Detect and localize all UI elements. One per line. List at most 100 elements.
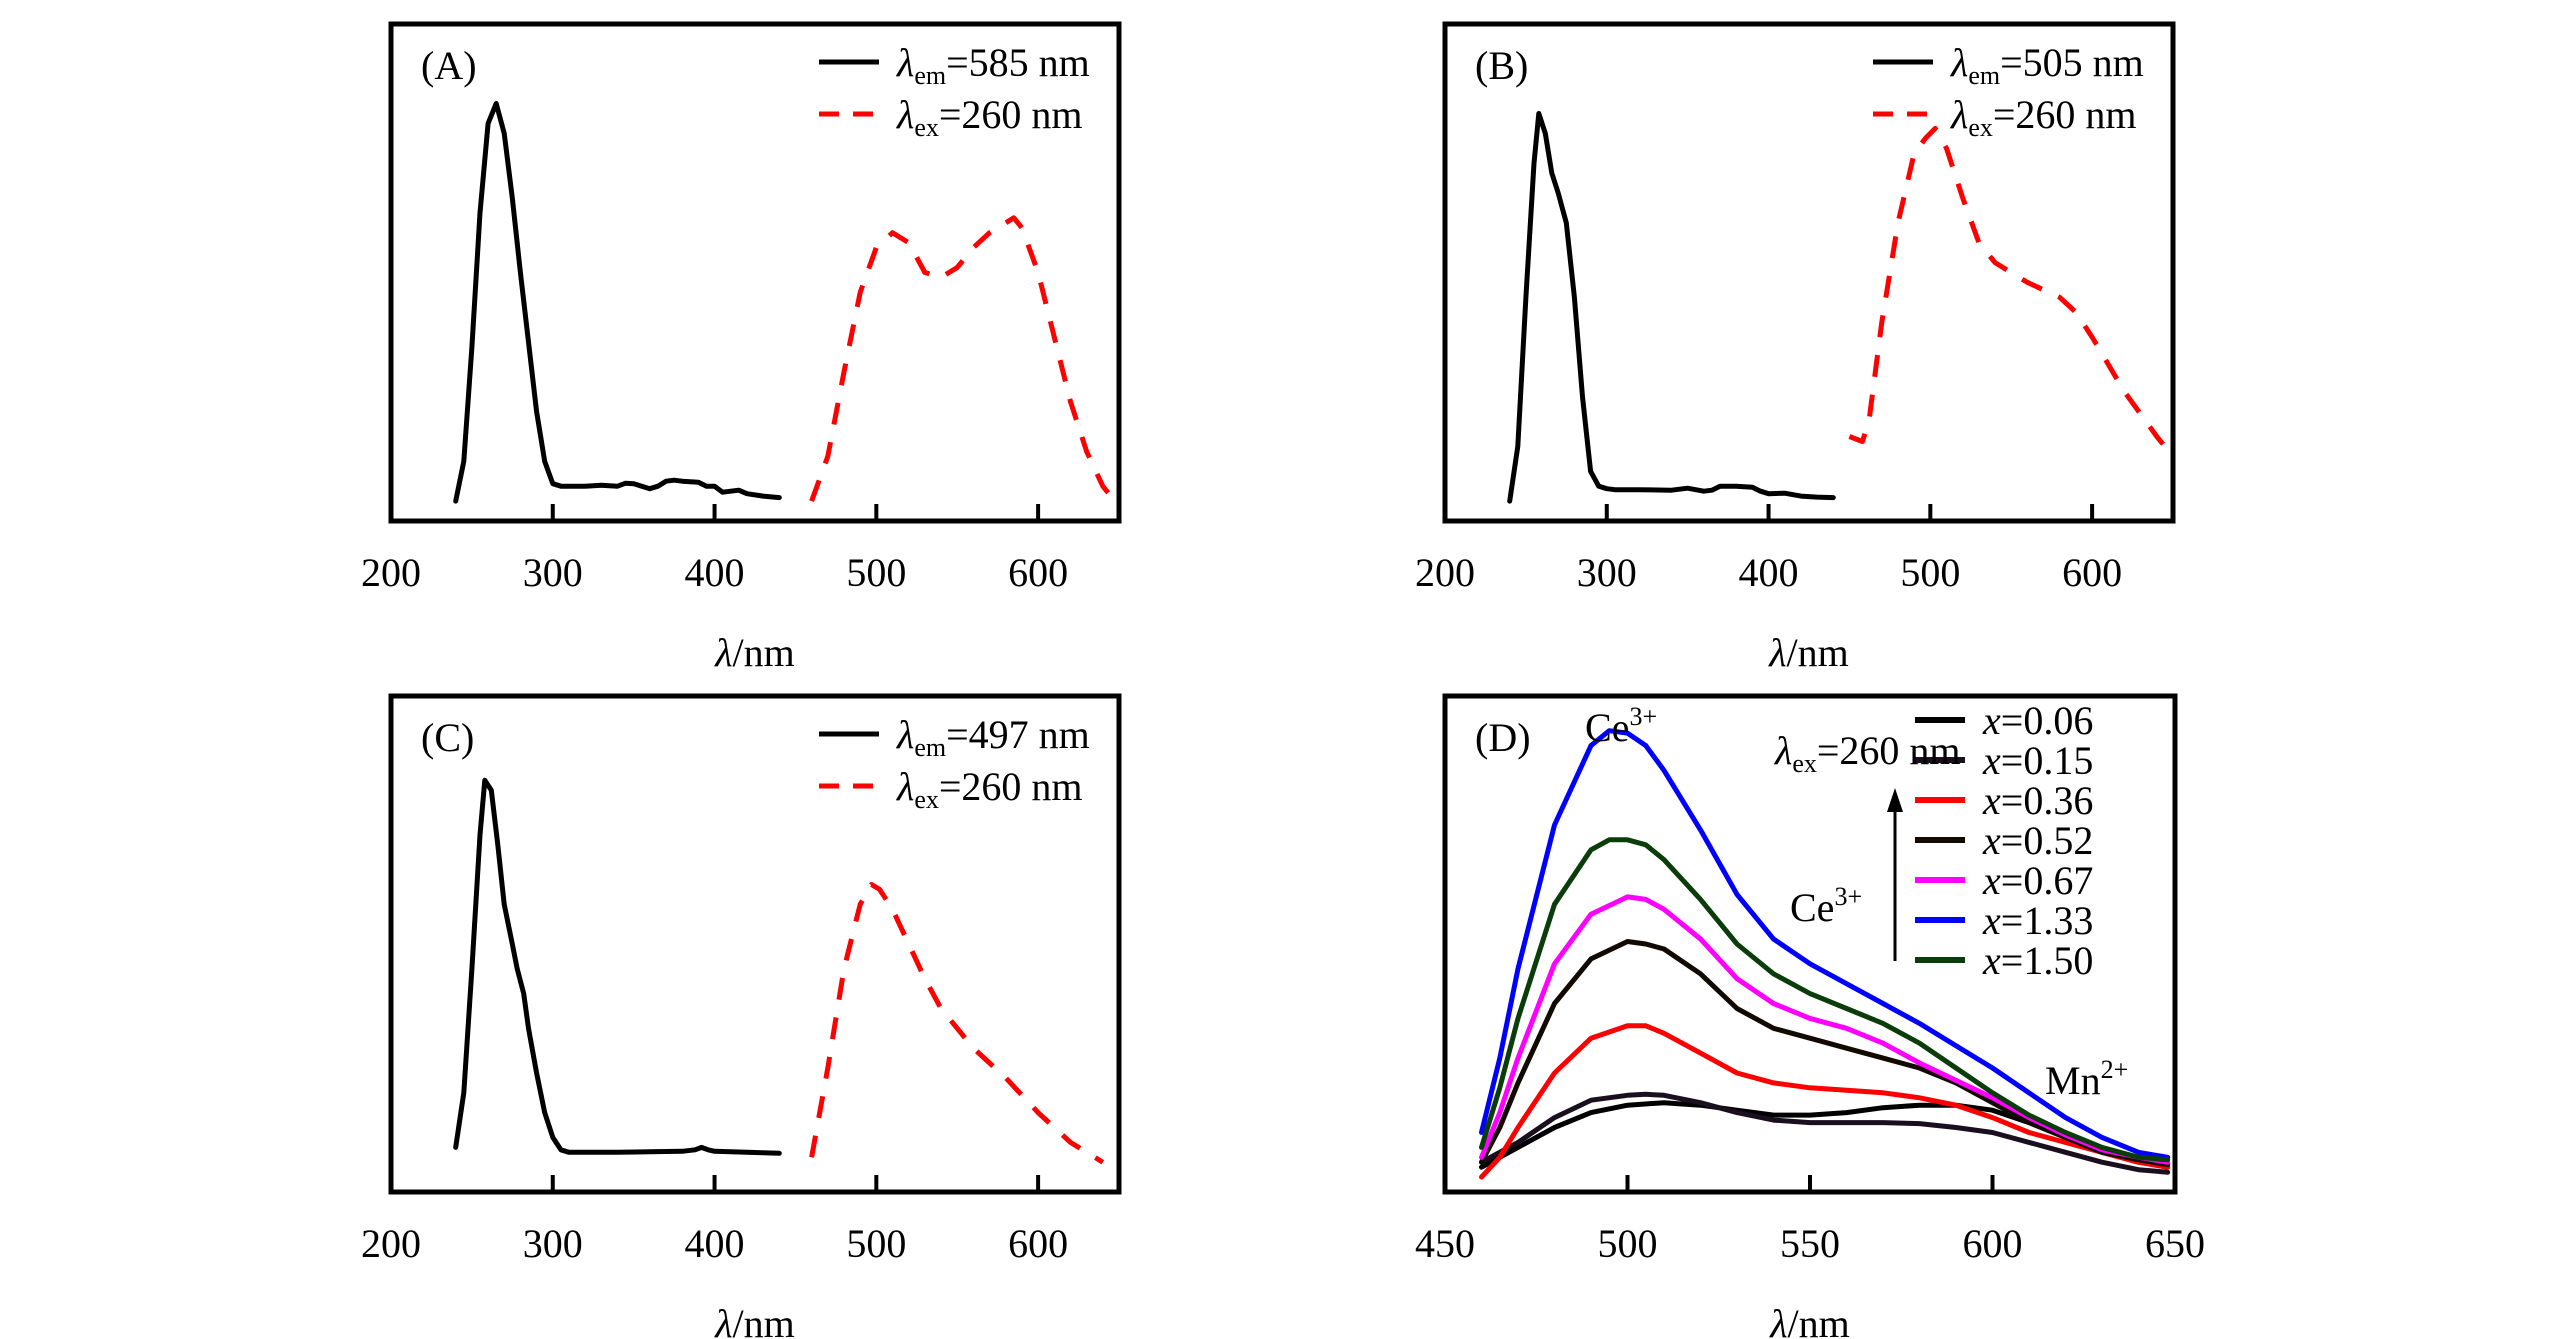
- annotation-main: Mn: [2045, 1058, 2101, 1103]
- x-axis-title-symbol: λ: [714, 1301, 732, 1339]
- x-tick-label: 200: [1415, 550, 1475, 595]
- x-tick-label: 400: [685, 550, 745, 595]
- legend-value: =260 nm: [1993, 92, 2137, 137]
- legend-label: λex=260 nm: [1950, 92, 2137, 142]
- x-axis-title: λ/nm: [714, 1301, 795, 1339]
- x-tick-label: 400: [1739, 550, 1799, 595]
- series-line-a-1: [809, 215, 1121, 508]
- x-axis-title-unit: /nm: [1788, 1301, 1850, 1339]
- x-tick-label: 600: [1008, 1221, 1068, 1266]
- legend-label: x=0.36: [1982, 778, 2093, 823]
- x-tick-label: 200: [361, 1221, 421, 1266]
- legend-label: λem=585 nm: [896, 40, 1090, 90]
- x-tick-label: 300: [1577, 550, 1637, 595]
- legend-symbol: λ: [1950, 92, 1968, 137]
- series-line-c-1: [809, 882, 1105, 1165]
- series-line-d-6: [1479, 837, 2171, 1163]
- legend-value: =0.06: [2001, 698, 2094, 743]
- x-tick-label: 600: [1008, 550, 1068, 595]
- legend-value: =0.15: [2001, 738, 2094, 783]
- annotation-value: =260 nm: [1817, 728, 1961, 773]
- legend-label: x=0.67: [1982, 858, 2093, 903]
- legend-label: x=1.33: [1982, 898, 2093, 943]
- x-tick-label: 650: [2145, 1221, 2205, 1266]
- x-axis-title-unit: /nm: [1787, 630, 1849, 675]
- legend-label: x=1.50: [1982, 938, 2093, 983]
- x-tick-label: 500: [1900, 550, 1960, 595]
- plot-frame: [388, 21, 1122, 524]
- legend-subscript: em: [914, 61, 946, 90]
- series-line-d-3: [1479, 939, 2171, 1168]
- legend-variable: x: [1982, 898, 2001, 943]
- legend-label: x=0.52: [1982, 818, 2093, 863]
- x-tick-label: 500: [846, 1221, 906, 1266]
- annotation-mn: Mn2+: [2045, 1055, 2128, 1103]
- legend-label: λem=497 nm: [896, 712, 1090, 762]
- x-axis-title: λ/nm: [714, 630, 795, 675]
- series-line-a-0: [453, 101, 782, 504]
- legend-label: x=0.15: [1982, 738, 2093, 783]
- plot-frame: [388, 693, 1122, 1195]
- legend-variable: x: [1982, 778, 2001, 823]
- x-tick-label: 600: [2062, 550, 2122, 595]
- legend-symbol: λ: [896, 92, 914, 137]
- legend-subscript: ex: [914, 785, 939, 814]
- legend-value: =0.52: [2001, 818, 2094, 863]
- legend-variable: x: [1982, 938, 2001, 983]
- panel-label: (A): [421, 43, 477, 88]
- x-axis-title-symbol: λ: [1769, 1301, 1787, 1339]
- x-axis-title: λ/nm: [1768, 630, 1849, 675]
- x-axis-title-symbol: λ: [714, 630, 732, 675]
- plot-frame: [1442, 21, 2176, 524]
- legend-label: x=0.06: [1982, 698, 2093, 743]
- legend-symbol: λ: [896, 764, 914, 809]
- arrow-head-icon: [1887, 788, 1903, 812]
- legend-value: =497 nm: [946, 712, 1090, 757]
- legend-variable: x: [1982, 738, 2001, 783]
- x-tick-label: 550: [1780, 1221, 1840, 1266]
- x-tick-label: 450: [1415, 1221, 1475, 1266]
- annotation-main: Ce: [1790, 885, 1834, 930]
- x-tick-label: 300: [523, 1221, 583, 1266]
- legend-subscript: ex: [1968, 113, 1993, 142]
- legend-value: =0.67: [2001, 858, 2094, 903]
- series-line-b-1: [1848, 125, 2175, 458]
- annotation-sup: 3+: [1629, 702, 1657, 731]
- panel-label: (C): [421, 715, 474, 760]
- legend-value: =1.50: [2001, 938, 2094, 983]
- legend-value: =0.36: [2001, 778, 2094, 823]
- panel-label: (B): [1475, 43, 1528, 88]
- legend-value: =260 nm: [939, 764, 1083, 809]
- legend-value: =505 nm: [2000, 40, 2144, 85]
- legend-symbol: λ: [896, 712, 914, 757]
- x-tick-label: 500: [1598, 1221, 1658, 1266]
- annotation-symbol: λ: [1774, 728, 1792, 773]
- series-line-c-0: [453, 777, 782, 1156]
- annotation-sup: 3+: [1834, 882, 1862, 911]
- legend-subscript: em: [914, 733, 946, 762]
- legend-symbol: λ: [896, 40, 914, 85]
- x-axis-title-unit: /nm: [733, 1301, 795, 1339]
- legend-value: =585 nm: [946, 40, 1090, 85]
- annotation-lambda-ex: λex=260 nm: [1774, 728, 1961, 778]
- legend-label: λex=260 nm: [896, 92, 1083, 142]
- annotation-subscript: ex: [1792, 749, 1817, 778]
- legend-variable: x: [1982, 818, 2001, 863]
- series-line-d-1: [1479, 1091, 2171, 1175]
- x-tick-label: 300: [523, 550, 583, 595]
- legend-label: λem=505 nm: [1950, 40, 2144, 90]
- x-tick-label: 400: [685, 1221, 745, 1266]
- legend-variable: x: [1982, 858, 2001, 903]
- series-line-d-2: [1479, 1023, 2171, 1180]
- legend-subscript: ex: [914, 113, 939, 142]
- x-tick-label: 500: [846, 550, 906, 595]
- annotation-main: Ce: [1585, 705, 1629, 750]
- panel-b: 200 300 400 500 600 λ/nm (B) λem=505 nmλex=260 …: [1415, 21, 2176, 675]
- x-axis-title-unit: /nm: [733, 630, 795, 675]
- annotation-ce-arrow: Ce3+: [1790, 882, 1862, 930]
- legend-value: =260 nm: [939, 92, 1083, 137]
